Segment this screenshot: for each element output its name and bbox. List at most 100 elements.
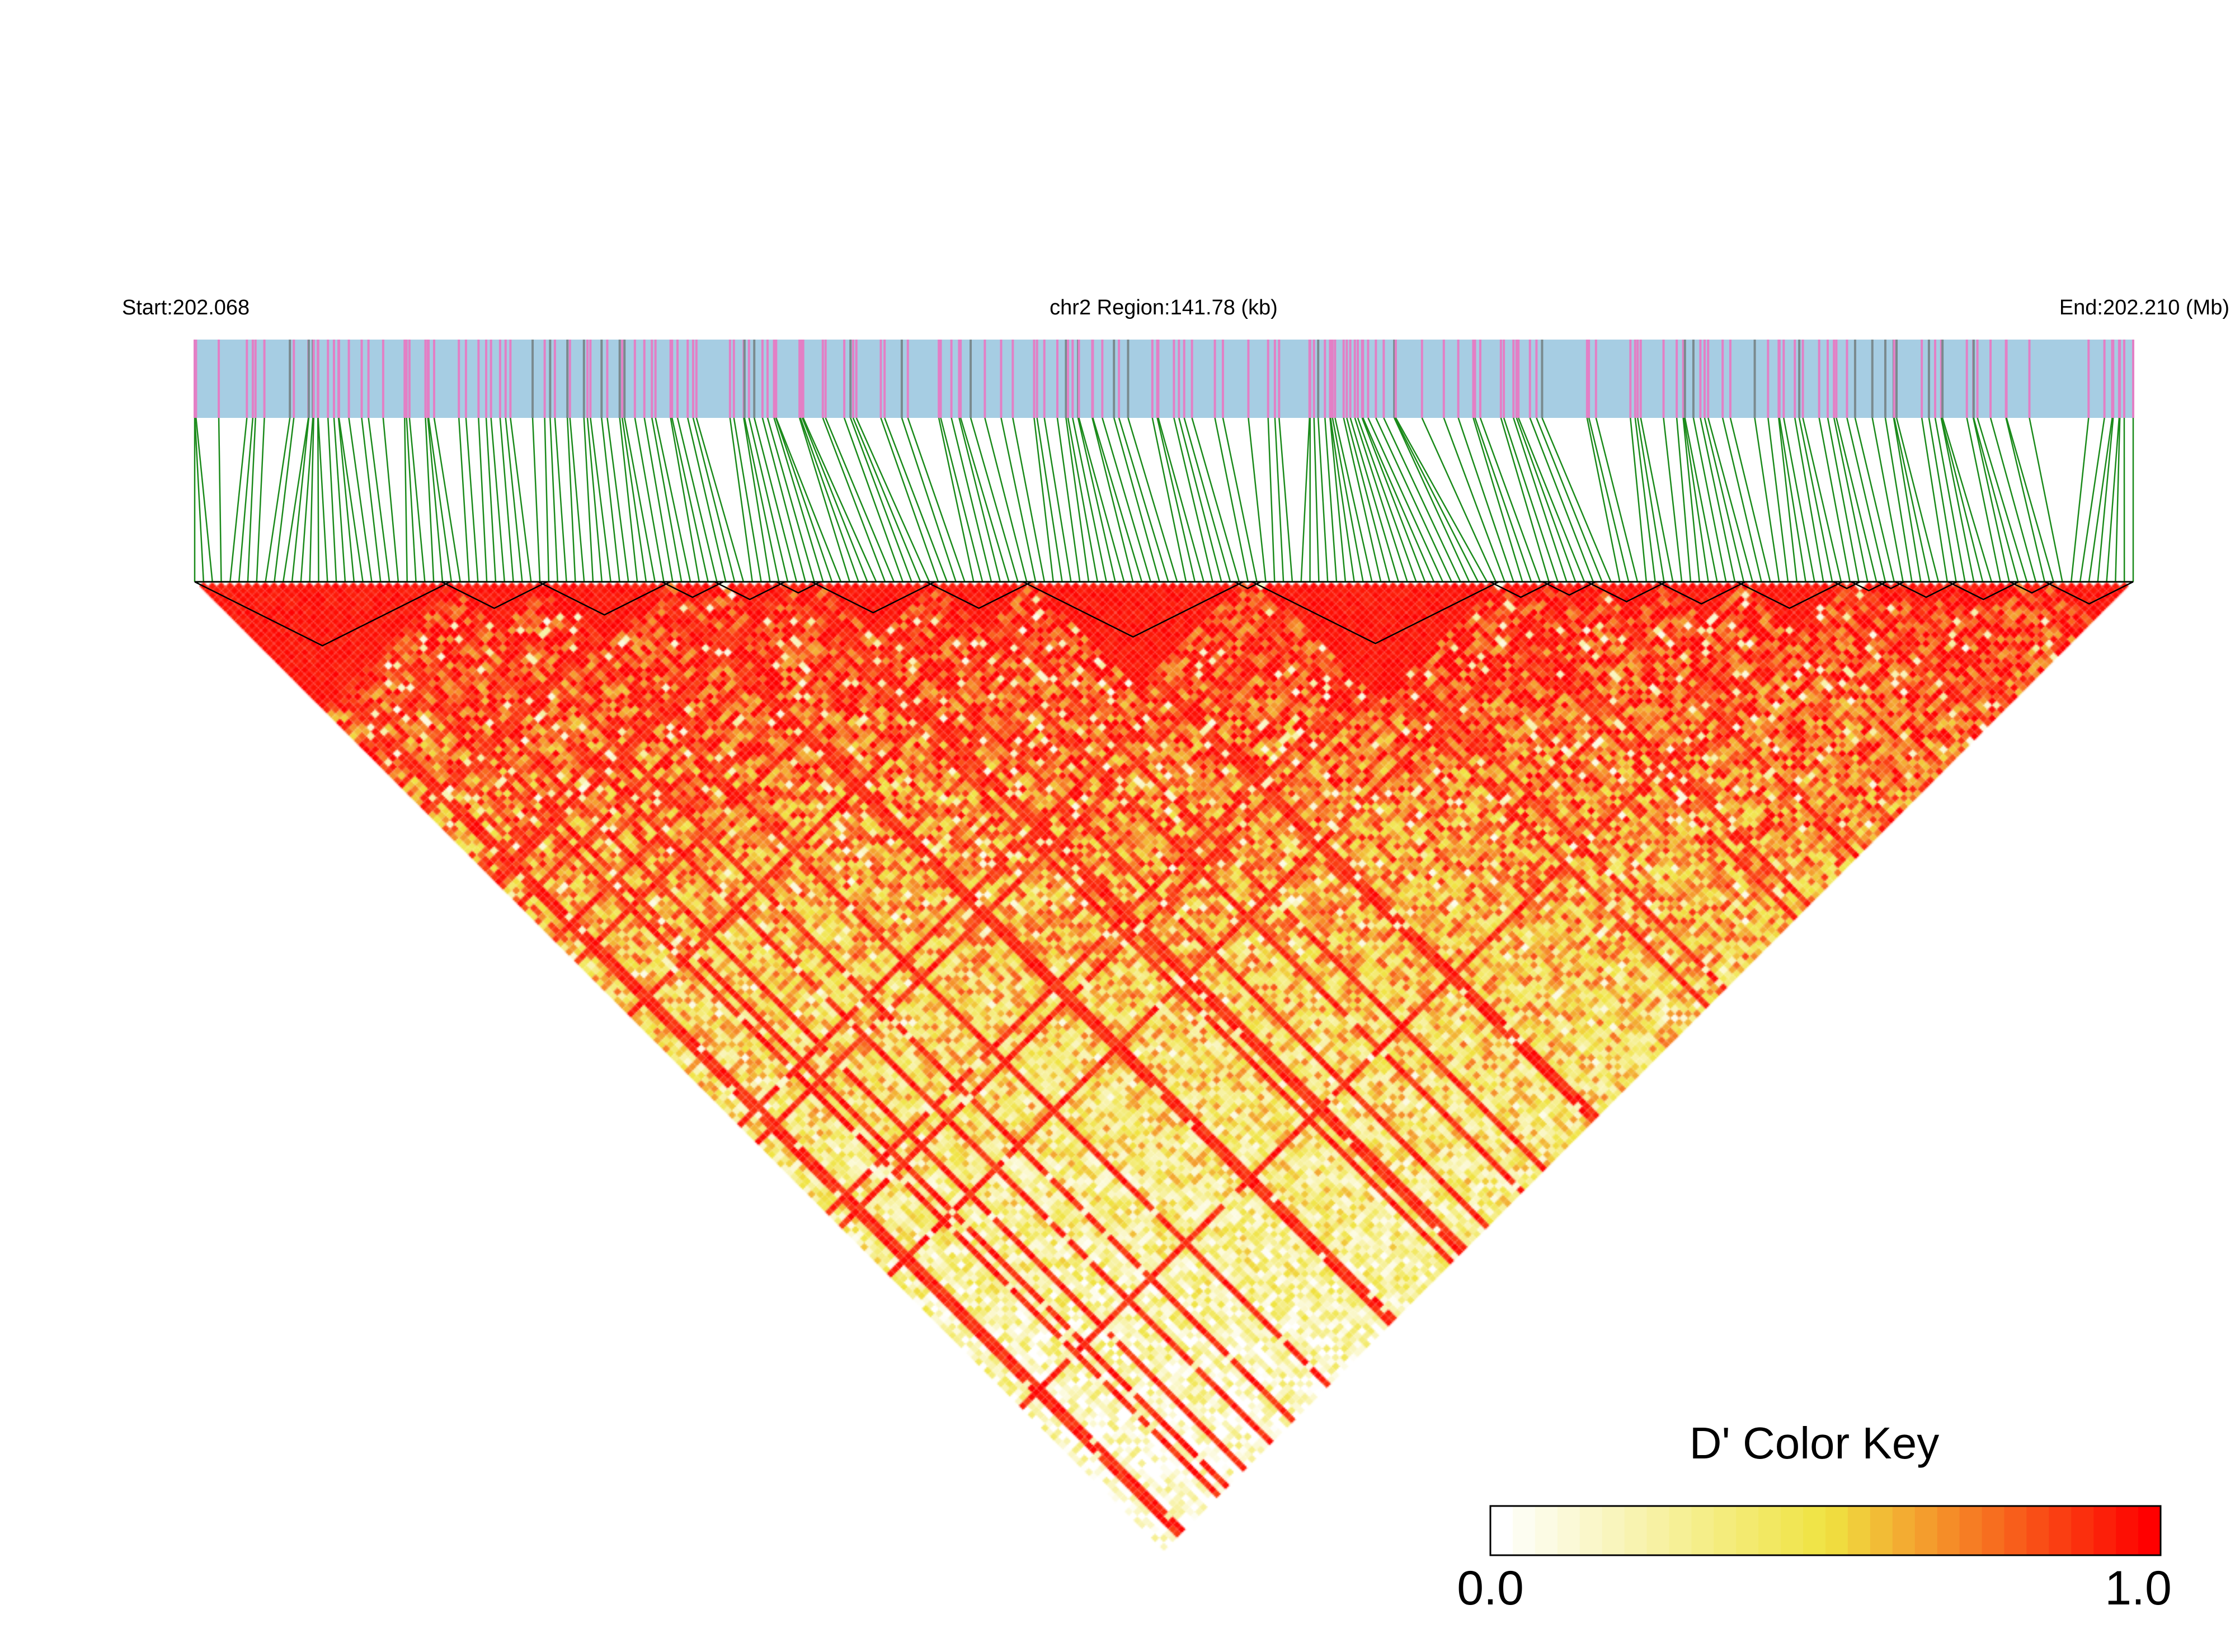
snp-connector <box>798 417 851 582</box>
snp-connector <box>958 417 1001 582</box>
color-key-swatch <box>2071 1506 2095 1555</box>
snp-connector <box>1676 417 1692 582</box>
snp-connector <box>229 417 248 582</box>
snp-connector <box>775 417 842 582</box>
snp-tick <box>1357 340 1359 418</box>
snp-tick <box>589 340 592 418</box>
snp-connector <box>1541 417 1612 582</box>
snp-connector <box>775 417 833 582</box>
snp-tick <box>691 340 694 418</box>
ld-block-outline <box>775 581 821 594</box>
snp-connector <box>1940 417 1975 582</box>
color-key-swatch <box>1870 1506 1893 1555</box>
snp-tick <box>879 340 882 418</box>
snp-connector <box>1640 417 1674 582</box>
ld-block-outline <box>441 581 548 609</box>
color-key-swatch <box>2093 1506 2117 1555</box>
snp-connector <box>606 417 629 582</box>
snp-connector <box>1078 417 1125 582</box>
snp-tick <box>1213 340 1216 418</box>
snp-connector <box>1329 417 1347 582</box>
color-key-swatch <box>1714 1506 1737 1555</box>
color-key-swatch <box>1736 1506 1759 1555</box>
snp-connector <box>970 417 1019 582</box>
snp-tick <box>1833 340 1836 418</box>
snp-tick <box>623 340 626 418</box>
snp-connector <box>1214 417 1249 582</box>
snp-tick <box>1636 340 1639 418</box>
snp-connector <box>2115 417 2121 582</box>
snp-connector <box>643 417 674 582</box>
snp-connector <box>1767 417 1789 582</box>
snp-tick <box>695 340 698 418</box>
snp-connector <box>959 417 1010 582</box>
snp-tick <box>743 340 746 418</box>
snp-connector <box>1798 417 1833 582</box>
snp-connector <box>1836 417 1878 582</box>
snp-tick <box>566 340 569 418</box>
snp-tick <box>606 340 609 418</box>
ld-block-outline <box>1851 581 1887 592</box>
snp-tick <box>958 340 961 418</box>
snp-connector <box>1516 417 1577 582</box>
snp-tick <box>1457 340 1460 418</box>
snp-tick <box>347 340 350 418</box>
snp-tick <box>654 340 657 418</box>
snp-connector <box>938 417 975 582</box>
snp-tick <box>382 340 384 418</box>
snp-tick <box>1662 340 1665 418</box>
snp-tick <box>1066 340 1069 418</box>
snp-connector <box>1036 417 1063 582</box>
color-key-swatch <box>1781 1506 1804 1555</box>
snp-tick <box>1884 340 1886 418</box>
ld-block-outline <box>1657 581 1746 605</box>
snp-tick <box>950 340 953 418</box>
snp-connector <box>852 417 921 582</box>
snp-connector <box>1349 417 1399 582</box>
snp-connector <box>733 417 762 582</box>
snp-connector <box>291 417 310 582</box>
snp-tick <box>732 340 735 418</box>
snp-tick <box>1191 340 1193 418</box>
snp-connector <box>1343 417 1382 582</box>
snp-connector <box>850 417 912 582</box>
snp-connector <box>1972 417 2010 582</box>
ld-block-outline <box>1947 581 2019 600</box>
snp-connector <box>348 417 373 582</box>
snp-connector <box>505 417 523 582</box>
snp-tick <box>1927 340 1930 418</box>
snp-connector <box>247 417 256 582</box>
color-key-swatch <box>1959 1506 1983 1555</box>
snp-connector <box>1472 417 1523 582</box>
snp-connector <box>1634 417 1656 582</box>
snp-connector <box>1191 417 1240 582</box>
snp-connector <box>478 417 488 582</box>
snp-connector <box>1474 417 1532 582</box>
snp-tick <box>1036 340 1038 418</box>
snp-connector <box>761 417 806 582</box>
snp-connector <box>566 417 576 582</box>
snp-tick <box>568 340 571 418</box>
snp-connector <box>368 417 390 582</box>
snp-connector <box>1663 417 1683 582</box>
snp-tick <box>1173 340 1175 418</box>
snp-tick <box>477 340 480 418</box>
snp-tick <box>1345 340 1348 418</box>
snp-connector <box>1077 417 1116 582</box>
snp-connector <box>1183 417 1231 582</box>
snp-connector <box>621 417 647 582</box>
snp-connector <box>1300 417 1310 582</box>
ld-block-outline <box>1542 581 1596 596</box>
snp-connector <box>1043 417 1072 582</box>
snp-connector <box>686 417 727 582</box>
ld-block-outline <box>661 581 724 598</box>
snp-tick <box>1972 340 1975 418</box>
snp-tick <box>1342 340 1345 418</box>
color-key-swatch <box>1535 1506 1558 1555</box>
snp-connector <box>601 417 620 582</box>
snp-tick <box>676 340 679 418</box>
snp-connector <box>1278 417 1293 582</box>
snp-connector <box>1893 417 1922 582</box>
snp-tick <box>1976 340 1979 418</box>
snp-tick <box>1375 340 1377 418</box>
